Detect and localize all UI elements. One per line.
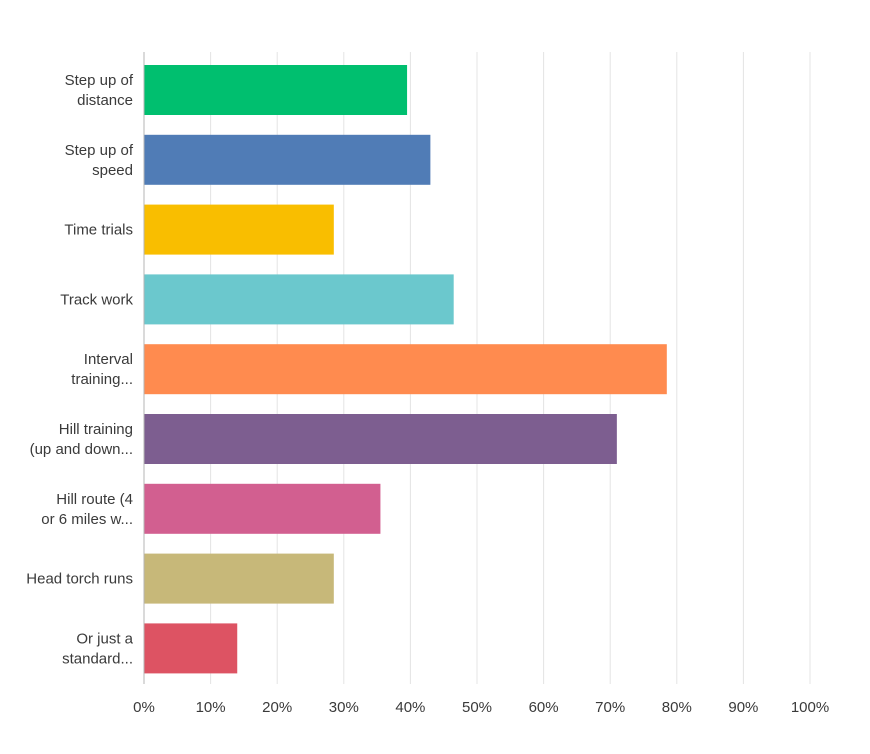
category-label-line: speed [92,162,133,179]
bar[interactable] [144,623,238,674]
bar[interactable] [144,134,431,185]
category-label-line: Interval [84,351,133,368]
category-label-line: training... [71,371,133,388]
bar[interactable] [144,344,667,395]
x-tick-label: 70% [595,699,625,716]
category-label: Time trials [64,222,133,239]
category-label: Track work [60,291,133,308]
x-tick-label: 80% [662,699,692,716]
x-tick-label: 60% [529,699,559,716]
category-label-line: distance [77,92,133,109]
category-label-line: Head torch runs [26,571,133,588]
bar[interactable] [144,483,381,534]
x-tick-label: 90% [728,699,758,716]
x-tick-label: 20% [262,699,292,716]
category-label-line: Step up of [65,142,134,159]
category-label: Or just a standard... [62,630,134,667]
bar[interactable] [144,274,454,325]
category-label-line: Step up of [65,72,134,89]
x-tick-label: 40% [395,699,425,716]
category-label-line: (up and down... [30,441,133,458]
x-tick-labels: 0% 10% 20% 30% 40% 50% 60% 70% 80% 90% 100% [133,699,829,716]
x-tick-label: 50% [462,699,492,716]
category-label-line: Hill route (4 [56,491,133,508]
x-tick-label: 100% [791,699,829,716]
category-label-line: Track work [60,291,133,308]
x-tick-label: 0% [133,699,155,716]
category-labels: Step up of distance Step up of speed Time tr… [26,72,134,667]
category-label-line: Hill training [59,421,133,438]
category-label: Head torch runs [26,571,133,588]
bar[interactable] [144,65,408,115]
category-label: Hill training (up and down... [30,421,133,458]
category-label: Hill route (4 or 6 miles w... [41,491,133,528]
category-label: Step up of distance [65,72,134,109]
category-label-line: or 6 miles w... [41,511,133,528]
category-label-line: Time trials [64,222,133,239]
category-label-line: standard... [62,650,133,667]
bars [144,65,667,674]
bar[interactable] [144,414,617,464]
bar[interactable] [144,204,334,255]
category-label-line: Or just a [76,630,133,647]
category-label: Interval training... [71,351,133,388]
x-tick-label: 30% [329,699,359,716]
category-label: Step up of speed [65,142,134,179]
x-tick-label: 10% [196,699,226,716]
bar[interactable] [144,553,334,604]
